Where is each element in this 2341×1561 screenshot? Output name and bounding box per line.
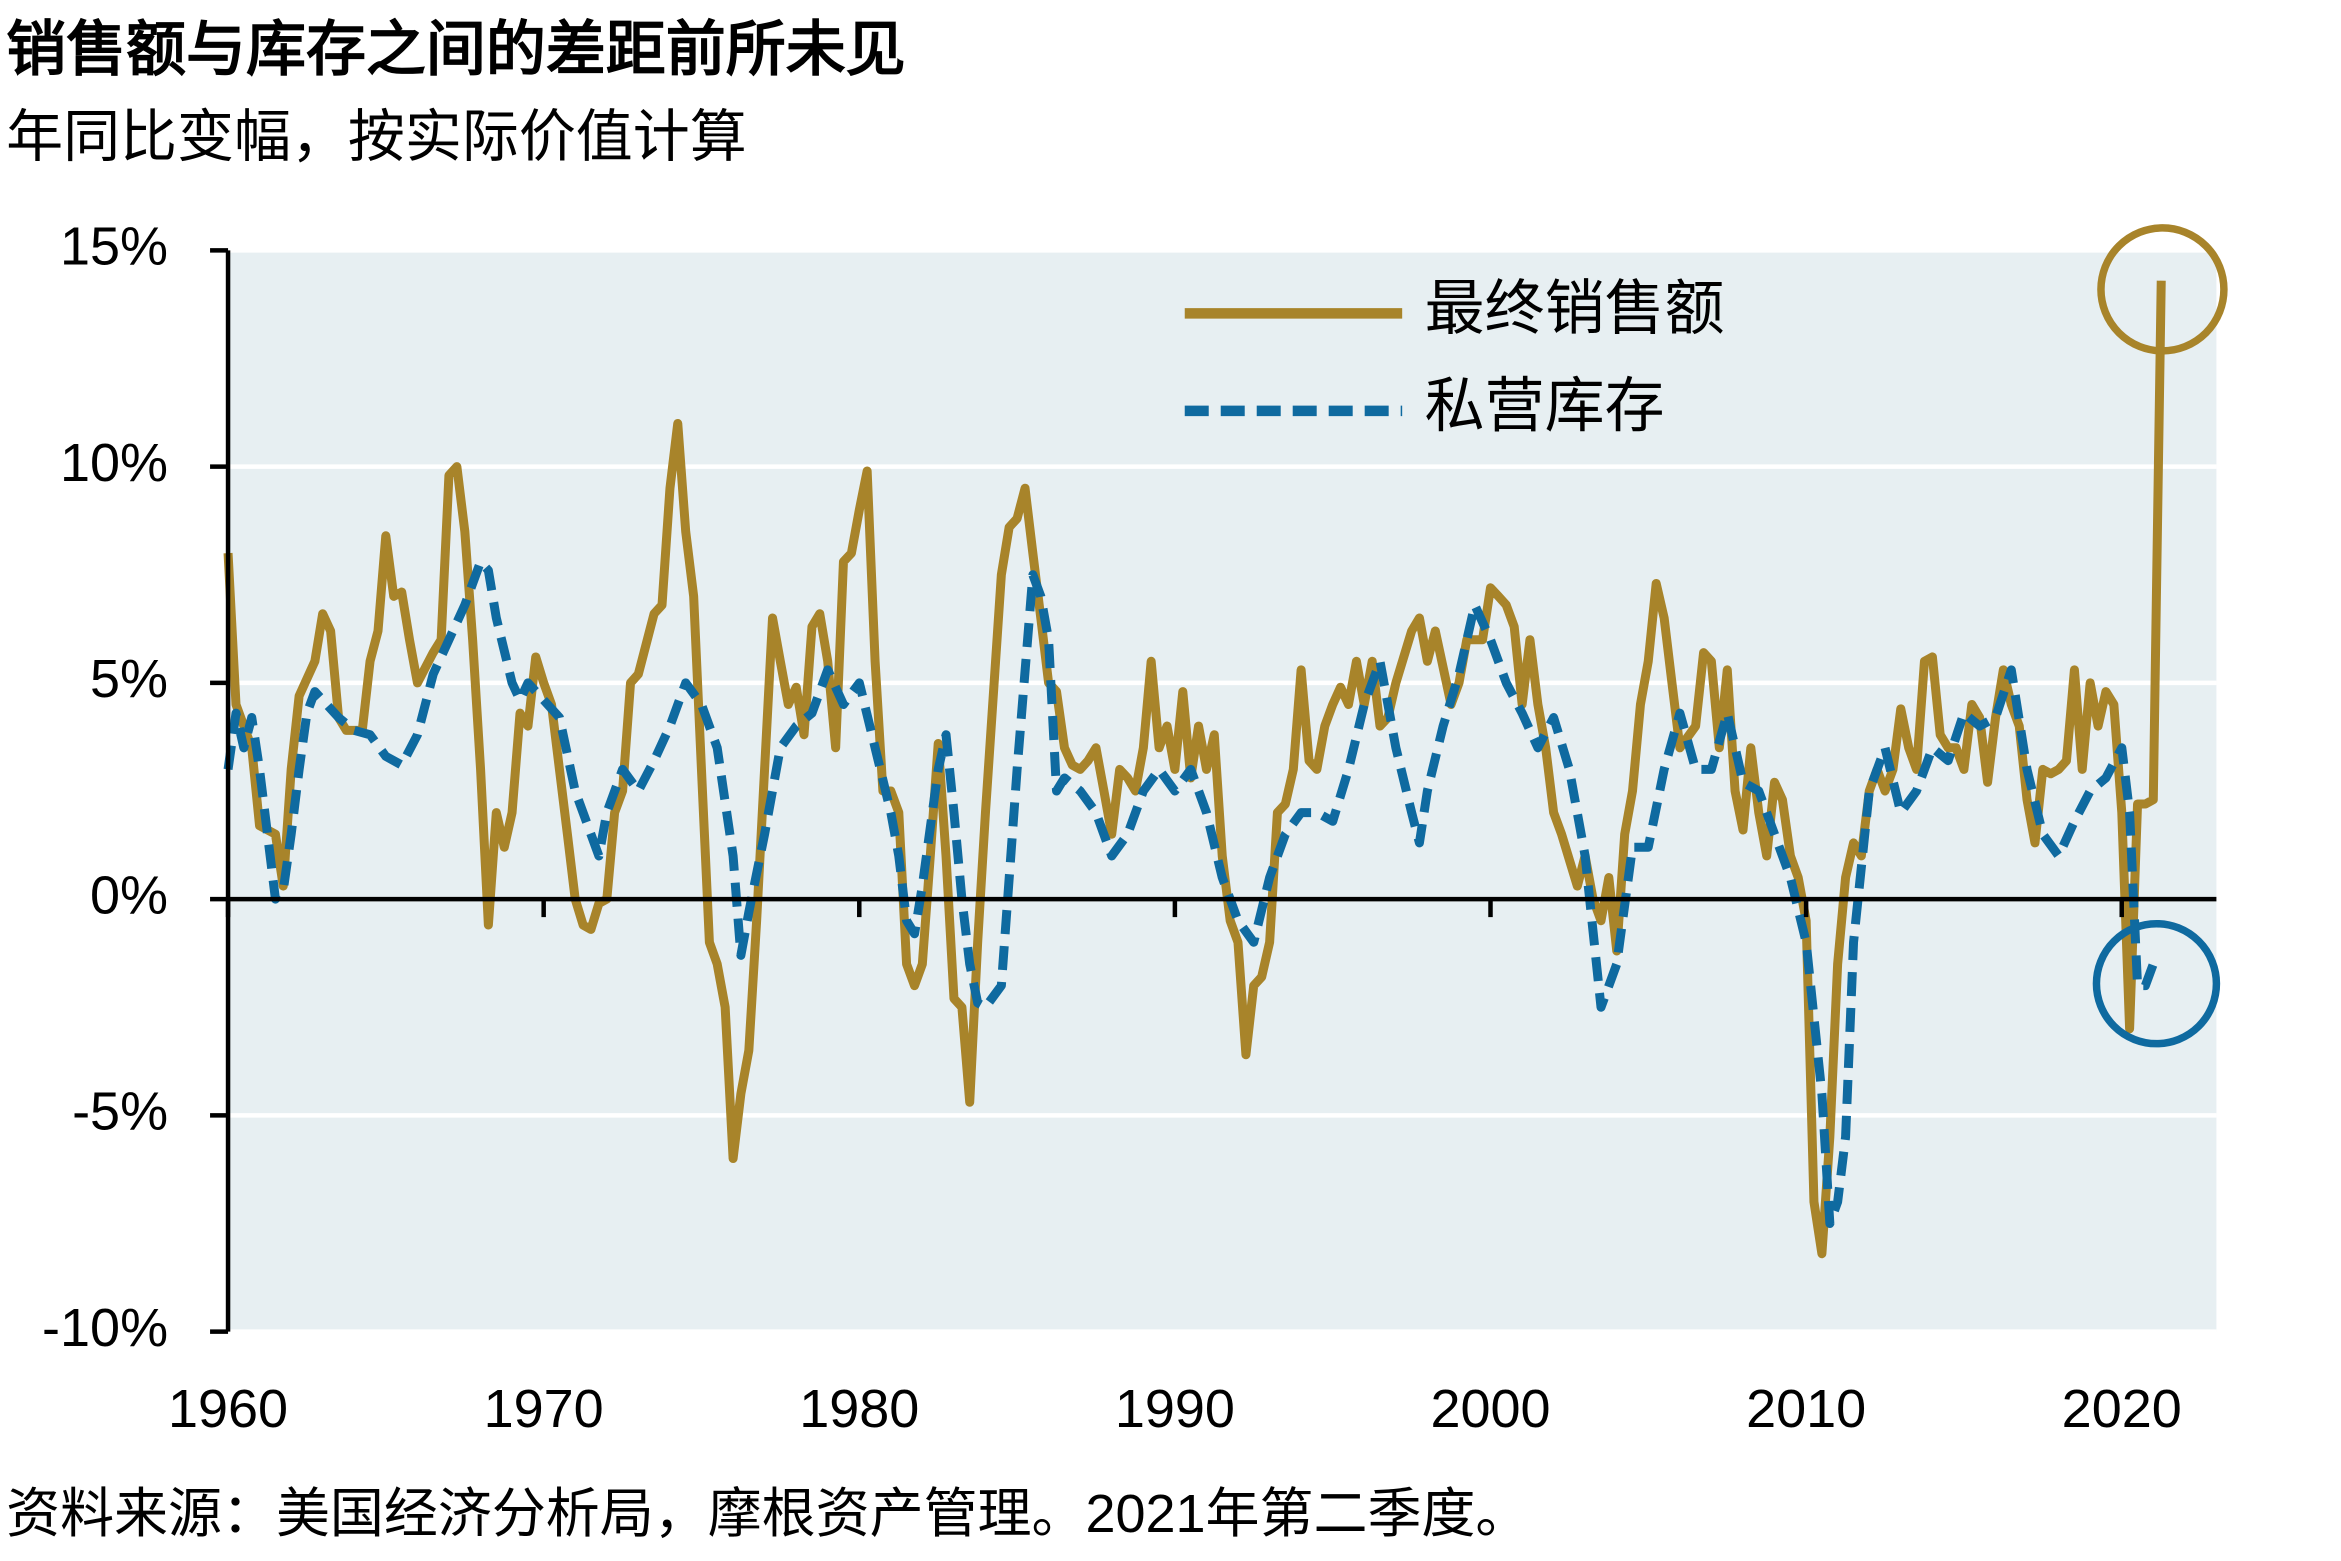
x-tick-label: 1960 <box>168 1379 288 1439</box>
legend-label: 私营库存 <box>1425 373 1665 440</box>
x-tick-label: 1990 <box>1115 1379 1235 1439</box>
legend-label: 最终销售额 <box>1425 275 1725 342</box>
series-line <box>223 280 2166 1259</box>
x-tick-label: 2010 <box>1746 1379 1866 1439</box>
source-note: 资料来源：美国经济分析局，摩根资产管理。2021年第二季度。 <box>6 1484 1529 1544</box>
chart-subtitle: 年同比变幅，按实际价值计算 <box>6 105 747 169</box>
y-tick-label: 5% <box>90 649 168 709</box>
y-tick-label: -10% <box>42 1298 168 1358</box>
y-tick-label: 0% <box>90 865 168 925</box>
series-line <box>223 557 2162 1228</box>
x-tick-label: 2020 <box>2062 1379 2182 1439</box>
x-tick-label: 1980 <box>799 1379 919 1439</box>
highlight-circle <box>2097 224 2228 355</box>
chart-title: 销售额与库存之间的差距前所未见 <box>6 16 906 83</box>
x-tick-label: 1970 <box>484 1379 604 1439</box>
y-tick-label: 10% <box>60 433 168 493</box>
y-tick-label: 15% <box>60 217 168 277</box>
highlight-circle <box>2092 919 2221 1048</box>
x-tick-label: 2000 <box>1430 1379 1550 1439</box>
y-tick-label: -5% <box>72 1082 168 1142</box>
